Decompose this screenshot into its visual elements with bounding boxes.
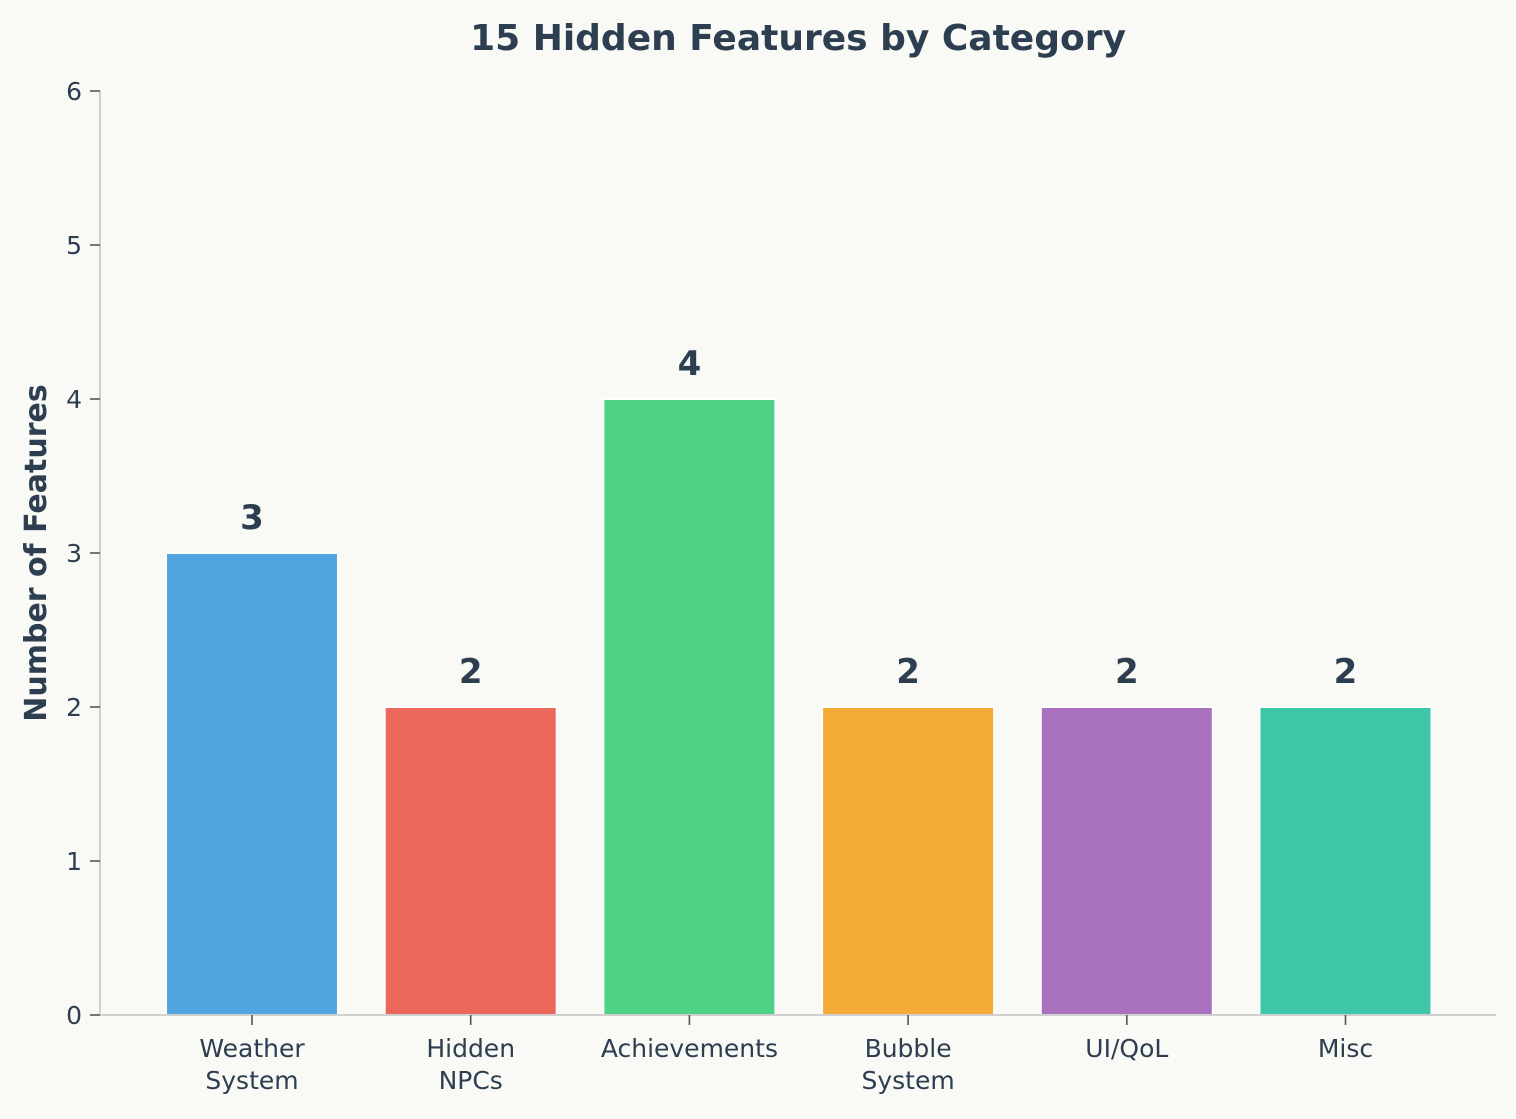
plot-area: 0 1 2 3 4 5 6 Weather System Hidden NPCs Achievemen… bbox=[66, 77, 1496, 1095]
y-tick-label: 1 bbox=[66, 847, 82, 876]
bar bbox=[383, 706, 558, 1016]
y-tick-label: 3 bbox=[66, 539, 82, 568]
chart-title: 15 Hidden Features by Category bbox=[470, 18, 1126, 59]
bar bbox=[165, 552, 339, 1016]
bar bbox=[1039, 706, 1214, 1016]
y-tick-label: 5 bbox=[66, 231, 82, 260]
x-tick-label: Achievements bbox=[601, 1034, 778, 1063]
x-tick-label: UI/QoL bbox=[1085, 1034, 1168, 1063]
x-tick-label: Bubble System bbox=[861, 1034, 954, 1095]
y-tick-label: 0 bbox=[66, 1001, 82, 1030]
bar-value-label: 3 bbox=[240, 498, 264, 538]
x-tick-label: Misc bbox=[1318, 1034, 1373, 1063]
bar bbox=[1258, 706, 1433, 1016]
bar-value-label: 2 bbox=[1115, 652, 1139, 692]
x-tick-label: Weather System bbox=[199, 1034, 305, 1095]
y-axis-label: Number of Features bbox=[19, 384, 54, 721]
bar-value-label: 2 bbox=[1334, 652, 1358, 692]
bar bbox=[602, 398, 777, 1016]
bar-value-label: 2 bbox=[459, 652, 483, 692]
x-tick-label: Hidden NPCs bbox=[426, 1034, 515, 1095]
bar-value-label: 4 bbox=[678, 344, 702, 384]
y-tick-label: 2 bbox=[66, 693, 82, 722]
y-tick-label: 4 bbox=[66, 385, 82, 414]
bar-value-label: 2 bbox=[896, 652, 920, 692]
y-tick-label: 6 bbox=[66, 77, 82, 106]
bar bbox=[821, 706, 996, 1016]
